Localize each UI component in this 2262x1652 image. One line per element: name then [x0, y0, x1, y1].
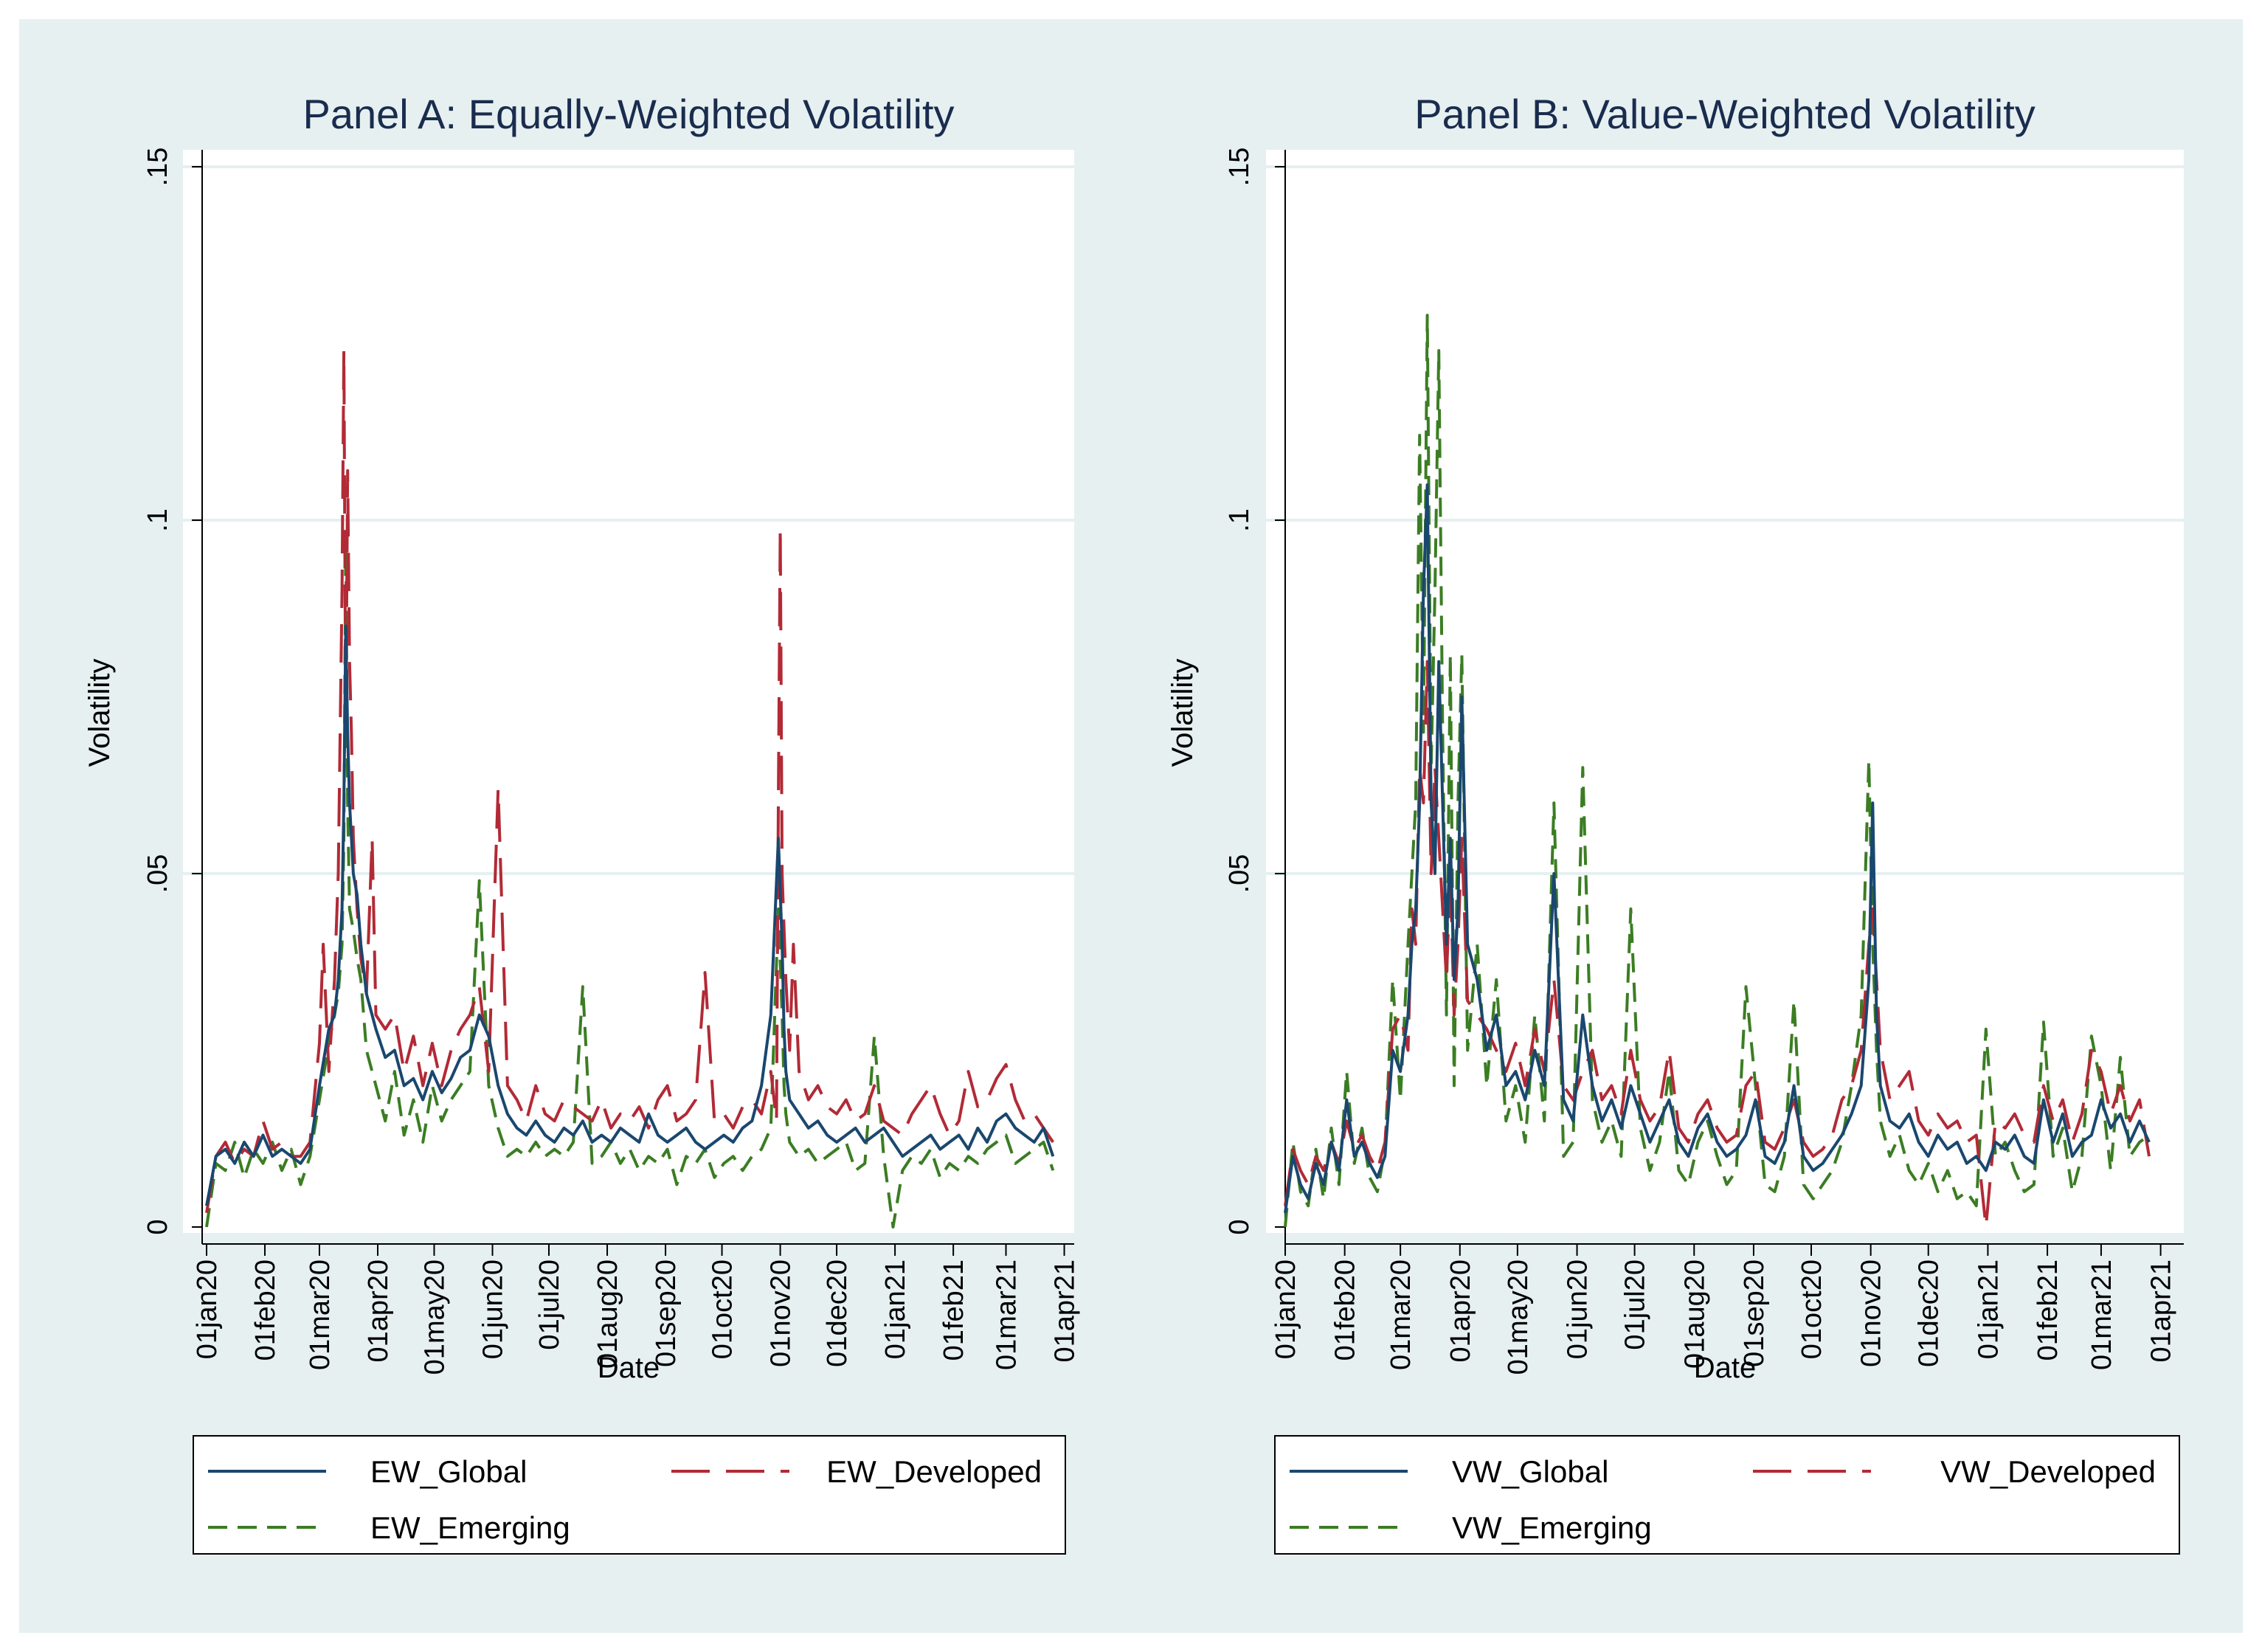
x-tick-label: 01mar21 [2086, 1259, 2117, 1370]
x-tick-label: 01apr21 [2146, 1259, 2177, 1362]
legend-box [1274, 1435, 2180, 1555]
panel-b-title: Panel B: Value-Weighted Volatility [1414, 91, 2036, 137]
x-tick-label: 01jul20 [1620, 1259, 1651, 1350]
series-line-vw_emerging [1284, 314, 2151, 1228]
x-tick-label: 01dec20 [822, 1259, 853, 1367]
x-tick-label: 01mar21 [992, 1259, 1023, 1370]
x-tick-label: 01jul20 [534, 1259, 565, 1350]
x-tick-label: 01jun20 [478, 1259, 509, 1359]
x-tick-label: 01apr20 [1445, 1259, 1476, 1362]
x-tick-label: 01jan20 [192, 1259, 223, 1359]
x-tick-label: 01feb20 [1330, 1259, 1361, 1361]
x-tick-label: 01may20 [1503, 1259, 1534, 1375]
panel-b-y-axis-title: Volatility [1166, 659, 1199, 767]
x-tick-label: 01jan21 [880, 1259, 911, 1359]
x-tick-label: 01feb20 [250, 1259, 281, 1361]
x-tick-label: 01oct20 [1796, 1259, 1827, 1359]
panel-a-x-ticks: 01jan20 01feb20 01mar20 01apr20 01may20 01jun… [192, 1244, 1081, 1375]
x-tick-label: 01sep20 [1739, 1259, 1770, 1367]
panel-b-series [1284, 314, 2151, 1228]
y-tick-label: .1 [1224, 508, 1255, 532]
legend-label-ew_developed: EW_Developed [826, 1454, 1042, 1489]
x-tick-label: 01may20 [419, 1259, 450, 1375]
y-tick-label: .15 [142, 148, 173, 187]
panel-a-series [205, 349, 1055, 1228]
y-tick-label: .15 [1224, 148, 1255, 187]
x-tick-label: 01apr20 [363, 1259, 394, 1362]
panel-a-plot-region [183, 150, 1074, 1233]
panel-a-x-axis-title: Date [598, 1352, 660, 1384]
x-tick-label: 01jan21 [1973, 1259, 2004, 1359]
x-tick-label: 01nov20 [1856, 1259, 1887, 1367]
figure: Panel A: Equally-Weighted Volatility Dat… [83, 91, 2184, 1555]
y-tick-label: 0 [1224, 1219, 1255, 1234]
x-tick-label: 01apr21 [1050, 1259, 1081, 1362]
x-tick-label: 01dec20 [1914, 1259, 1945, 1367]
legend-box [193, 1435, 1066, 1555]
x-tick-label: 01nov20 [766, 1259, 797, 1367]
x-tick-label: 01aug20 [592, 1259, 623, 1369]
series-line-vw_global [1284, 483, 2151, 1214]
legend-label-ew_global: EW_Global [370, 1454, 527, 1489]
x-tick-label: 01sep20 [651, 1259, 682, 1367]
x-tick-label: 01feb21 [2033, 1259, 2064, 1361]
series-line-ew_global [205, 624, 1055, 1206]
panel-b: Panel B: Value-Weighted Volatility Date … [1166, 91, 2184, 1555]
panel-a: Panel A: Equally-Weighted Volatility Dat… [83, 91, 1081, 1555]
figure-background: Panel A: Equally-Weighted Volatility Dat… [19, 19, 2243, 1633]
panel-a-y-ticks: 0 .05 .1 .15 [142, 148, 202, 1235]
panel-a-title: Panel A: Equally-Weighted Volatility [302, 91, 954, 137]
x-tick-label: 01oct20 [708, 1259, 739, 1359]
panel-b-plot-region [1266, 150, 2184, 1233]
panel-b-x-axis-title: Date [1694, 1352, 1757, 1384]
x-tick-label: 01mar20 [1386, 1259, 1417, 1370]
panel-b-axis-lines [1284, 150, 2184, 1245]
y-tick-label: 0 [142, 1219, 173, 1234]
legend-label-ew_emerging: EW_Emerging [370, 1510, 570, 1545]
panel-a-axis-lines [201, 150, 1074, 1245]
panel-b-y-ticks: 0 .05 .1 .15 [1224, 148, 1285, 1235]
y-tick-label: .05 [142, 854, 173, 894]
panel-a-legend: EW_Global EW_Developed EW_Emerging [193, 1435, 1066, 1555]
x-tick-label: 01jan20 [1270, 1259, 1301, 1359]
panel-b-legend: VW_Global VW_Developed VW_Emerging [1274, 1435, 2180, 1555]
y-tick-label: .1 [142, 508, 173, 532]
legend-label-vw_developed: VW_Developed [1940, 1454, 2156, 1489]
panel-b-x-ticks: 01jan20 01feb20 01mar20 01apr20 01may20 01jun… [1270, 1244, 2177, 1375]
series-line-ew_developed [205, 349, 1054, 1214]
legend-label-vw_emerging: VW_Emerging [1452, 1510, 1652, 1545]
x-tick-label: 01jun20 [1563, 1259, 1594, 1359]
y-tick-label: .05 [1224, 854, 1255, 894]
x-tick-label: 01feb21 [938, 1259, 969, 1361]
x-tick-label: 01mar20 [305, 1259, 336, 1370]
panel-a-y-axis-title: Volatility [83, 659, 116, 767]
panel-a-gridlines [183, 165, 1074, 875]
legend-label-vw_global: VW_Global [1452, 1454, 1608, 1489]
x-tick-label: 01aug20 [1679, 1259, 1710, 1369]
